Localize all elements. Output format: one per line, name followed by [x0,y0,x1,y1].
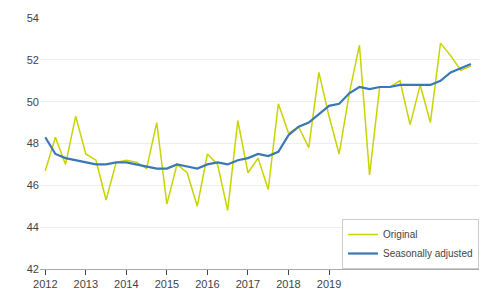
svg-text:52: 52 [27,54,39,66]
svg-text:50: 50 [27,96,39,108]
svg-text:Original: Original [383,229,417,240]
svg-text:48: 48 [27,137,39,149]
svg-text:46: 46 [27,179,39,191]
svg-text:2014: 2014 [114,278,138,290]
svg-text:Seasonally adjusted: Seasonally adjusted [383,248,473,259]
svg-text:2018: 2018 [276,278,300,290]
svg-text:2015: 2015 [155,278,179,290]
svg-text:42: 42 [27,263,39,275]
svg-text:2016: 2016 [195,278,219,290]
svg-text:2019: 2019 [317,278,341,290]
svg-text:44: 44 [27,221,39,233]
svg-text:2013: 2013 [74,278,98,290]
svg-text:54: 54 [27,12,39,24]
svg-text:2017: 2017 [236,278,260,290]
svg-text:2012: 2012 [33,278,57,290]
